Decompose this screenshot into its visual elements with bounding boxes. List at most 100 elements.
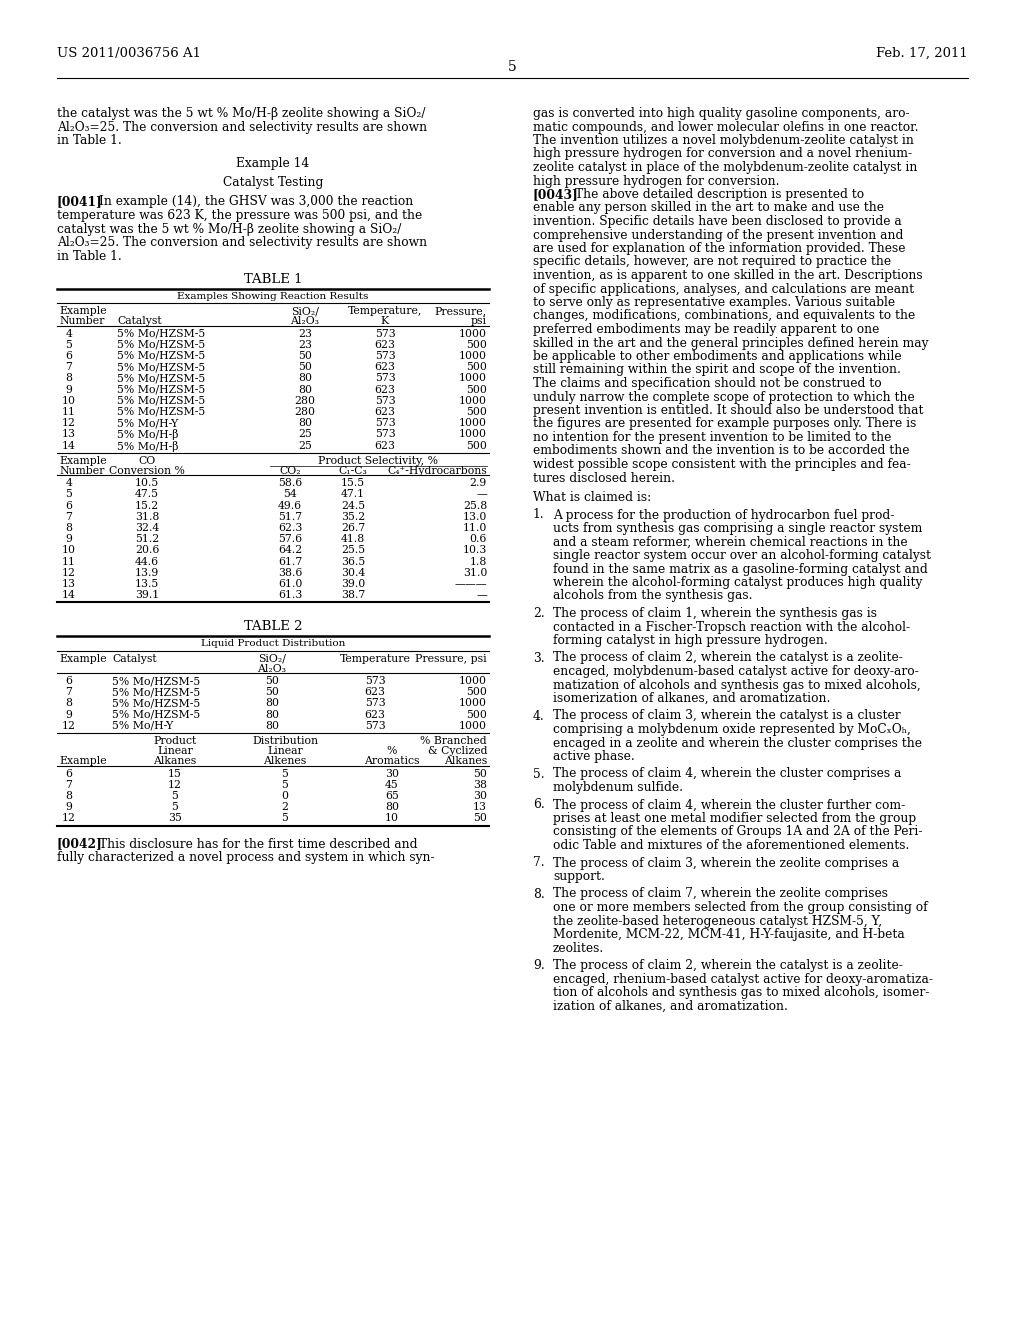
Text: 0.6: 0.6	[470, 535, 487, 544]
Text: Temperature: Temperature	[340, 653, 411, 664]
Text: 6: 6	[66, 500, 73, 511]
Text: ucts from synthesis gas comprising a single reactor system: ucts from synthesis gas comprising a sin…	[553, 521, 923, 535]
Text: 41.8: 41.8	[341, 535, 366, 544]
Text: —: —	[476, 590, 487, 601]
Text: 38: 38	[473, 780, 487, 789]
Text: 1000: 1000	[459, 429, 487, 440]
Text: widest possible scope consistent with the principles and fea-: widest possible scope consistent with th…	[534, 458, 910, 471]
Text: 5% Mo/H-β: 5% Mo/H-β	[117, 429, 178, 441]
Text: are used for explanation of the information provided. These: are used for explanation of the informat…	[534, 242, 905, 255]
Text: tures disclosed herein.: tures disclosed herein.	[534, 471, 675, 484]
Text: The above detailed description is presented to: The above detailed description is presen…	[575, 187, 864, 201]
Text: 1000: 1000	[459, 676, 487, 686]
Text: 4: 4	[66, 329, 73, 339]
Text: 47.5: 47.5	[135, 490, 159, 499]
Text: The process of claim 2, wherein the catalyst is a zeolite-: The process of claim 2, wherein the cata…	[553, 960, 903, 972]
Text: 50: 50	[298, 351, 312, 360]
Text: 35: 35	[168, 813, 182, 824]
Text: 50: 50	[298, 362, 312, 372]
Text: 25: 25	[298, 441, 312, 450]
Text: present invention is entitled. It should also be understood that: present invention is entitled. It should…	[534, 404, 924, 417]
Text: alcohols from the synthesis gas.: alcohols from the synthesis gas.	[553, 590, 753, 602]
Text: 1000: 1000	[459, 721, 487, 731]
Text: Conversion %: Conversion %	[110, 466, 185, 477]
Text: 14: 14	[62, 590, 76, 601]
Text: 23: 23	[298, 339, 312, 350]
Text: encaged in a zeolite and wherein the cluster comprises the: encaged in a zeolite and wherein the clu…	[553, 737, 922, 750]
Text: be applicable to other embodiments and applications while: be applicable to other embodiments and a…	[534, 350, 901, 363]
Text: 80: 80	[298, 374, 312, 383]
Text: & Cyclized: & Cyclized	[427, 746, 487, 756]
Text: 10.3: 10.3	[463, 545, 487, 556]
Text: catalyst was the 5 wt % Mo/H-β zeolite showing a SiO₂/: catalyst was the 5 wt % Mo/H-β zeolite s…	[57, 223, 401, 235]
Text: Example: Example	[59, 653, 106, 664]
Text: CO: CO	[138, 455, 156, 466]
Text: Mordenite, MCM-22, MCM-41, H-Y-faujasite, and H-beta: Mordenite, MCM-22, MCM-41, H-Y-faujasite…	[553, 928, 905, 941]
Text: SiO₂/: SiO₂/	[258, 653, 286, 664]
Text: 61.0: 61.0	[278, 579, 302, 589]
Text: Number: Number	[59, 466, 104, 477]
Text: wherein the alcohol-forming catalyst produces high quality: wherein the alcohol-forming catalyst pro…	[553, 576, 923, 589]
Text: 10: 10	[385, 813, 399, 824]
Text: [0041]: [0041]	[57, 195, 102, 209]
Text: 4.: 4.	[534, 710, 545, 722]
Text: 49.6: 49.6	[278, 500, 302, 511]
Text: psi: psi	[471, 317, 487, 326]
Text: 30: 30	[385, 768, 399, 779]
Text: 80: 80	[298, 384, 312, 395]
Text: 35.2: 35.2	[341, 512, 366, 521]
Text: 51.2: 51.2	[135, 535, 159, 544]
Text: 25: 25	[298, 429, 312, 440]
Text: 8: 8	[66, 698, 73, 709]
Text: 5: 5	[282, 813, 289, 824]
Text: one or more members selected from the group consisting of: one or more members selected from the gr…	[553, 902, 928, 913]
Text: 6: 6	[66, 676, 73, 686]
Text: the zeolite-based heterogeneous catalyst HZSM-5, Y,: the zeolite-based heterogeneous catalyst…	[553, 915, 882, 928]
Text: Catalyst: Catalyst	[112, 653, 157, 664]
Text: 5: 5	[282, 780, 289, 789]
Text: Number: Number	[59, 317, 104, 326]
Text: 45: 45	[385, 780, 399, 789]
Text: 13: 13	[473, 803, 487, 812]
Text: 6.: 6.	[534, 799, 545, 812]
Text: 47.1: 47.1	[341, 490, 366, 499]
Text: matization of alcohols and synthesis gas to mixed alcohols,: matization of alcohols and synthesis gas…	[553, 678, 921, 692]
Text: Example: Example	[59, 306, 106, 317]
Text: Al₂O₃=25. The conversion and selectivity results are shown: Al₂O₃=25. The conversion and selectivity…	[57, 120, 427, 133]
Text: 5% Mo/HZSM-5: 5% Mo/HZSM-5	[117, 329, 205, 339]
Text: 26.7: 26.7	[341, 523, 366, 533]
Text: 10: 10	[62, 396, 76, 405]
Text: The process of claim 3, wherein the zeolite comprises a: The process of claim 3, wherein the zeol…	[553, 857, 899, 870]
Text: 573: 573	[375, 396, 395, 405]
Text: 7: 7	[66, 512, 73, 521]
Text: TABLE 2: TABLE 2	[244, 620, 302, 634]
Text: Alkanes: Alkanes	[154, 756, 197, 767]
Text: Al₂O₃: Al₂O₃	[291, 317, 319, 326]
Text: TABLE 1: TABLE 1	[244, 273, 302, 286]
Text: Pressure, psi: Pressure, psi	[416, 653, 487, 664]
Text: forming catalyst in high pressure hydrogen.: forming catalyst in high pressure hydrog…	[553, 634, 827, 647]
Text: Linear: Linear	[267, 746, 303, 756]
Text: comprehensive understanding of the present invention and: comprehensive understanding of the prese…	[534, 228, 903, 242]
Text: 280: 280	[295, 396, 315, 405]
Text: support.: support.	[553, 870, 605, 883]
Text: 5: 5	[172, 791, 178, 801]
Text: ization of alkanes, and aromatization.: ization of alkanes, and aromatization.	[553, 999, 787, 1012]
Text: In example (14), the GHSV was 3,000 the reaction: In example (14), the GHSV was 3,000 the …	[99, 195, 414, 209]
Text: 38.7: 38.7	[341, 590, 366, 601]
Text: 623: 623	[375, 384, 395, 395]
Text: Alkanes: Alkanes	[443, 756, 487, 767]
Text: 500: 500	[466, 441, 487, 450]
Text: 1000: 1000	[459, 351, 487, 360]
Text: odic Table and mixtures of the aforementioned elements.: odic Table and mixtures of the aforement…	[553, 840, 909, 851]
Text: 1000: 1000	[459, 374, 487, 383]
Text: 500: 500	[466, 710, 487, 719]
Text: 23: 23	[298, 329, 312, 339]
Text: 12: 12	[62, 813, 76, 824]
Text: temperature was 623 K, the pressure was 500 psi, and the: temperature was 623 K, the pressure was …	[57, 209, 422, 222]
Text: 623: 623	[375, 362, 395, 372]
Text: isomerization of alkanes, and aromatization.: isomerization of alkanes, and aromatizat…	[553, 692, 830, 705]
Text: zeolite catalyst in place of the molybdenum-zeolite catalyst in: zeolite catalyst in place of the molybde…	[534, 161, 918, 174]
Text: 12: 12	[62, 418, 76, 428]
Text: % Branched: % Branched	[421, 737, 487, 746]
